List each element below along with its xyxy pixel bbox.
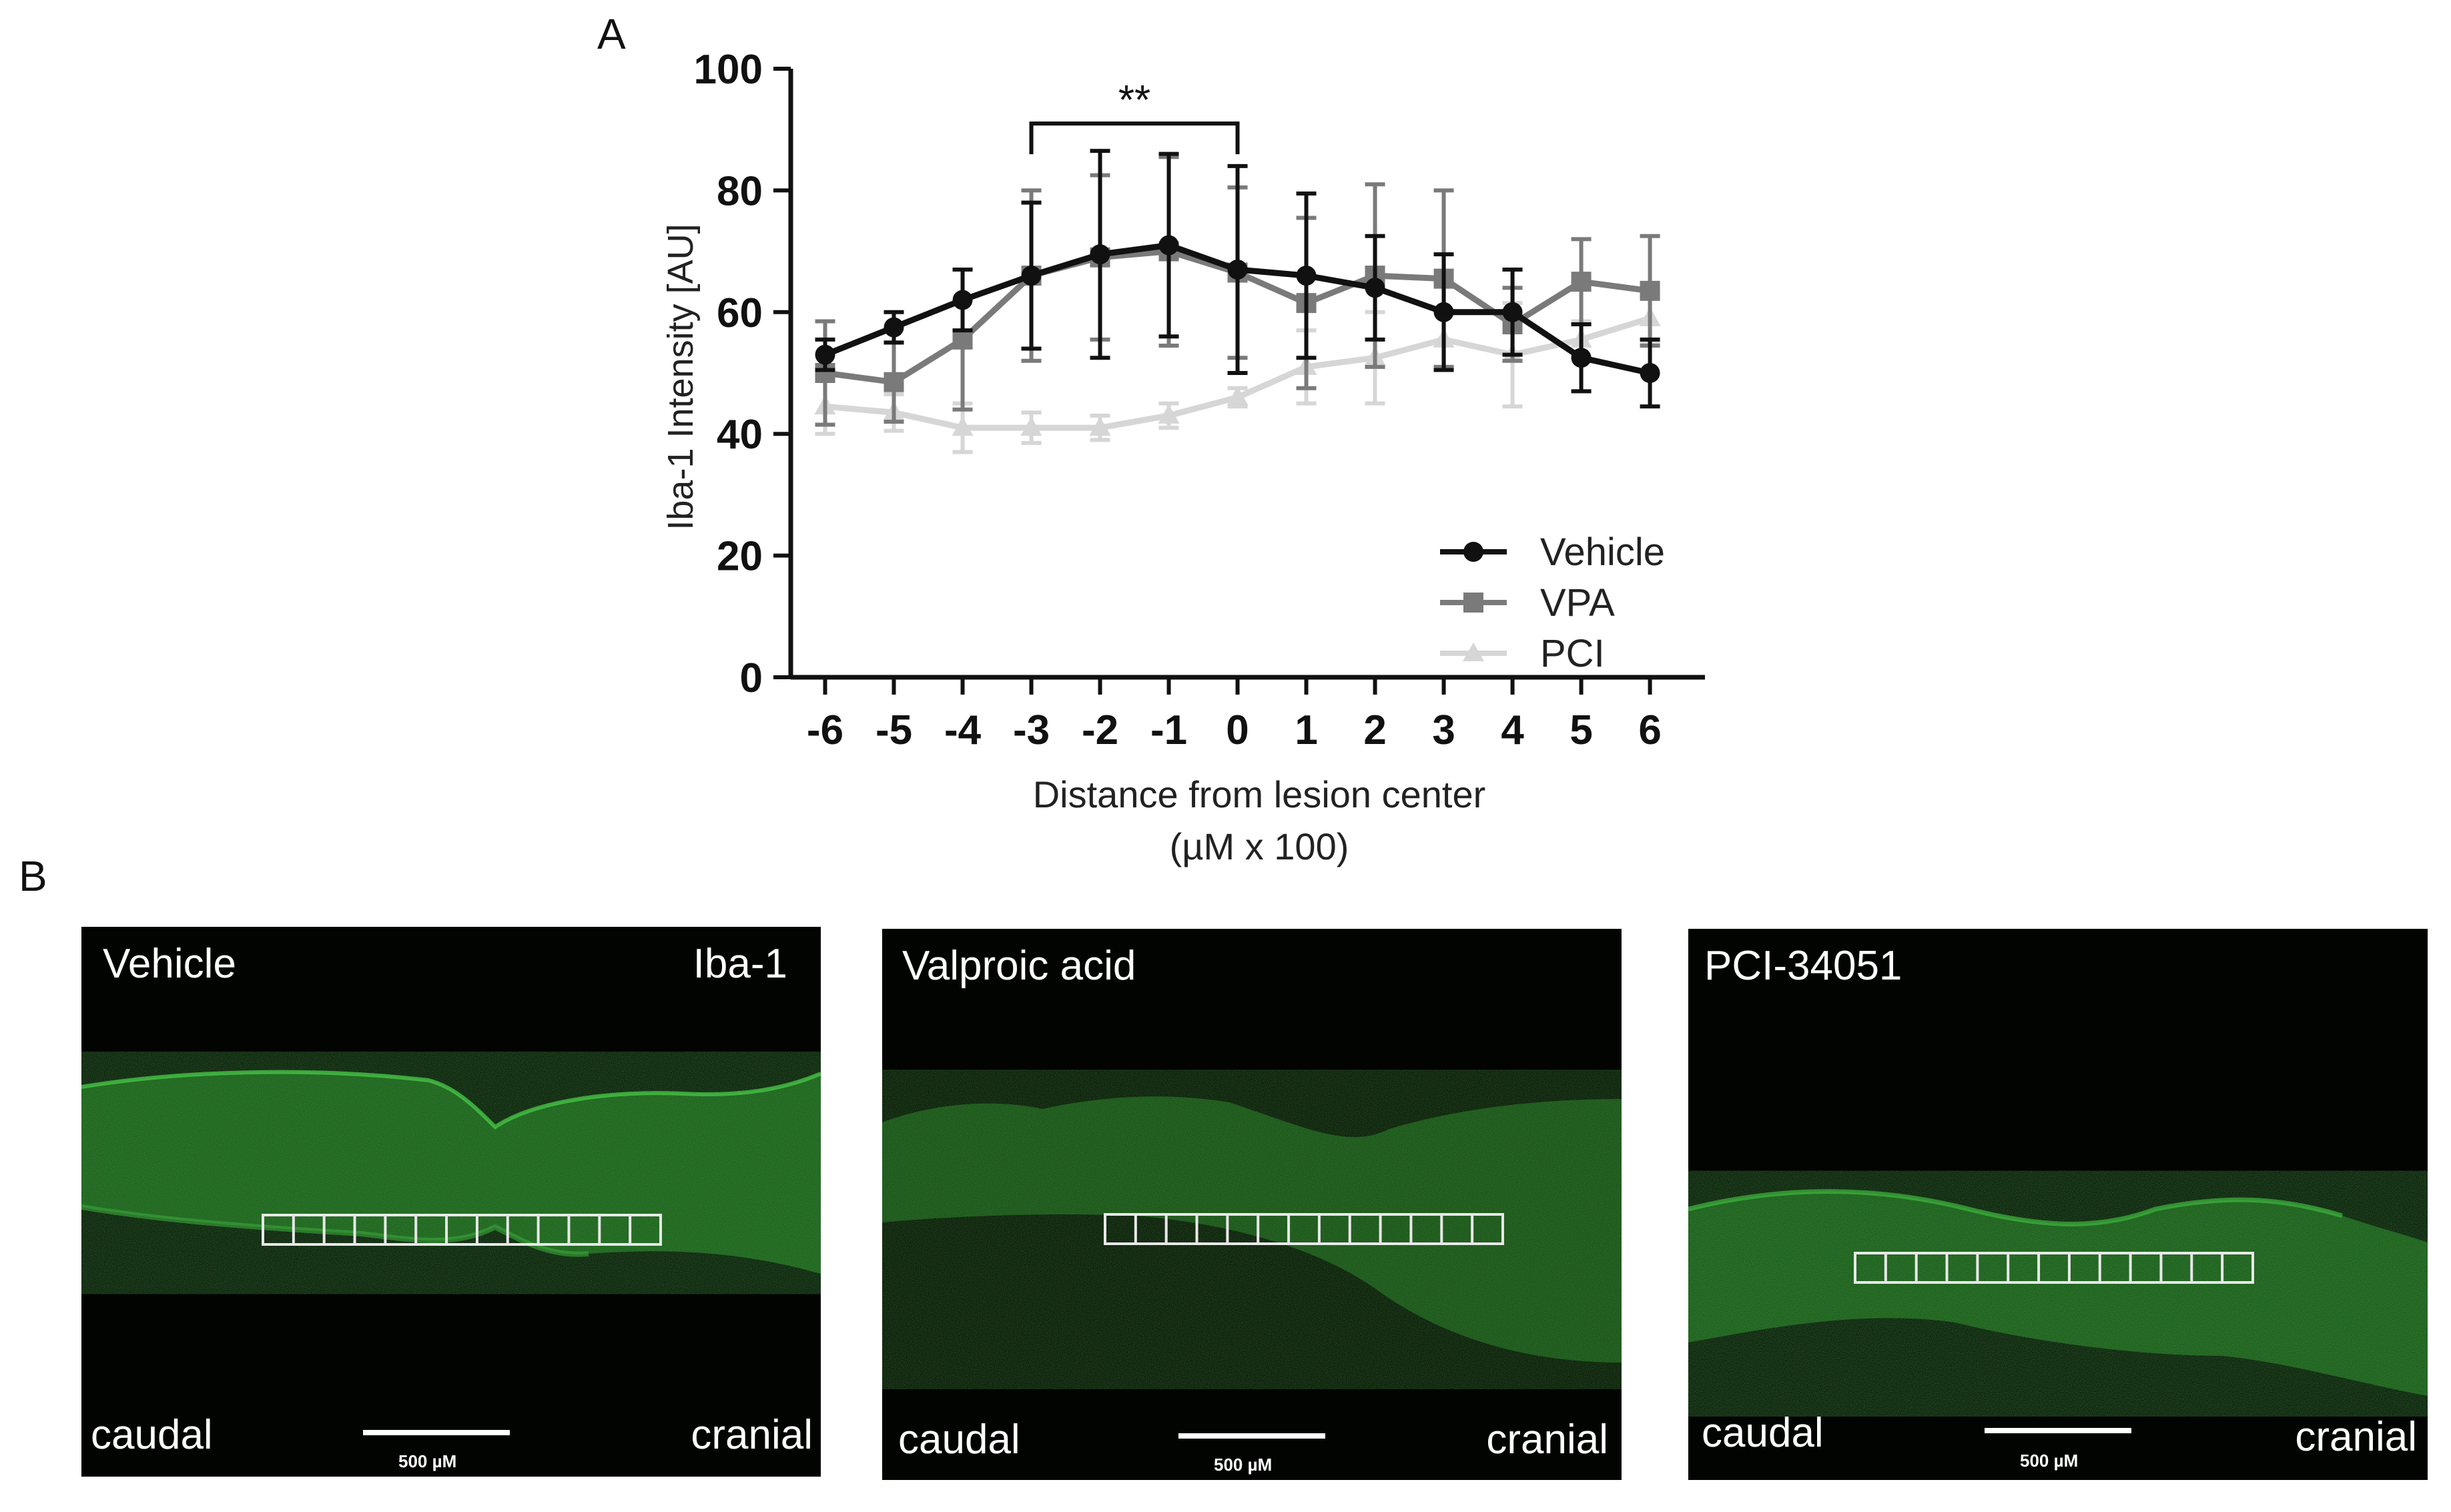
panel-label-b: B bbox=[19, 852, 47, 900]
scale-bar-label: 500 µM bbox=[398, 1451, 457, 1471]
roi-grid bbox=[1854, 1252, 2254, 1284]
significance-bracket bbox=[1029, 121, 1240, 155]
x-tick-label: 6 bbox=[1638, 707, 1661, 753]
data-point bbox=[1640, 280, 1660, 301]
x-tick-label: 3 bbox=[1432, 707, 1455, 753]
data-point bbox=[1433, 302, 1454, 322]
data-point bbox=[1365, 278, 1385, 298]
chart-annotations: ** bbox=[1029, 77, 1240, 155]
y-tick-label: 40 bbox=[717, 412, 763, 458]
data-point bbox=[1502, 302, 1523, 322]
x-tick-label: 2 bbox=[1363, 707, 1386, 753]
x-tick-label: -3 bbox=[1013, 707, 1050, 753]
data-point bbox=[952, 290, 973, 310]
tissue-image-vehicle bbox=[81, 1070, 821, 1274]
x-tick-label: -5 bbox=[876, 707, 912, 753]
caudal-label: caudal bbox=[91, 1412, 213, 1458]
data-point bbox=[1227, 259, 1248, 280]
treatment-label: Vehicle bbox=[103, 941, 236, 987]
x-tick-label: -1 bbox=[1150, 707, 1187, 753]
x-tick-label: 1 bbox=[1295, 707, 1317, 753]
x-tick-label: 0 bbox=[1226, 707, 1249, 753]
caudal-label: caudal bbox=[1702, 1410, 1824, 1456]
roi-outline bbox=[1104, 1213, 1504, 1245]
tissue-image-valproic-acid bbox=[882, 1096, 1622, 1363]
scale-bar bbox=[1178, 1433, 1325, 1439]
scale-bar-label: 500 µM bbox=[2020, 1451, 2079, 1471]
micrograph-pci-34051: PCI-34051 caudal cranial 500 µM bbox=[1688, 929, 2428, 1480]
chart-legend: Vehicle VPA PCI bbox=[1440, 530, 1665, 675]
roi-grid bbox=[1104, 1213, 1504, 1245]
y-axis-label: Iba-1 Intensity [AU] bbox=[661, 224, 701, 530]
caudal-label: caudal bbox=[898, 1417, 1020, 1463]
legend-label: VPA bbox=[1540, 581, 1615, 625]
cranial-label: cranial bbox=[2295, 1414, 2417, 1460]
chart-series bbox=[814, 149, 1661, 454]
y-tick-label: 80 bbox=[717, 168, 763, 214]
data-point bbox=[1296, 266, 1317, 286]
data-point bbox=[1227, 386, 1249, 406]
panel-label-a: A bbox=[597, 10, 626, 58]
data-point bbox=[1158, 235, 1179, 256]
scale-bar-label: 500 µM bbox=[1214, 1455, 1273, 1475]
series-vehicle bbox=[815, 149, 1660, 409]
x-axis-label: Distance from lesion center bbox=[1033, 773, 1486, 815]
x-tick-label: -4 bbox=[944, 707, 982, 753]
data-point bbox=[952, 416, 974, 436]
micrograph-valproic-acid: Valproic acid caudal cranial 500 µM bbox=[882, 929, 1622, 1480]
x-tick-label: 5 bbox=[1569, 707, 1592, 753]
x-tick-label: -2 bbox=[1082, 707, 1118, 753]
data-point bbox=[1640, 363, 1660, 383]
x-axis-label-unit: (µM x 100) bbox=[1170, 825, 1349, 867]
micrograph-vehicle: Vehicle Iba-1 caudal cranial 500 µM bbox=[81, 927, 821, 1477]
data-point bbox=[1158, 404, 1180, 424]
data-point bbox=[1021, 266, 1042, 286]
data-point bbox=[815, 344, 835, 365]
legend-label: Vehicle bbox=[1540, 530, 1665, 574]
x-tick-label: -6 bbox=[807, 707, 843, 753]
treatment-label: PCI-34051 bbox=[1704, 943, 1902, 989]
scale-bar bbox=[363, 1430, 510, 1435]
y-tick-label: 0 bbox=[740, 655, 763, 701]
legend-label: PCI bbox=[1540, 632, 1605, 675]
cranial-label: cranial bbox=[691, 1412, 813, 1458]
legend-marker bbox=[1463, 593, 1483, 613]
legend-marker bbox=[1463, 542, 1483, 562]
marker-label: Iba-1 bbox=[693, 941, 787, 987]
cranial-label: cranial bbox=[1486, 1417, 1608, 1463]
x-tick-label: 4 bbox=[1501, 707, 1524, 753]
data-point bbox=[1090, 244, 1110, 265]
scale-bar bbox=[1985, 1428, 2131, 1433]
treatment-label: Valproic acid bbox=[902, 943, 1136, 989]
data-point bbox=[1089, 416, 1111, 436]
y-tick-label: 100 bbox=[694, 47, 763, 93]
data-point bbox=[884, 317, 904, 338]
data-point bbox=[1571, 348, 1592, 368]
data-point bbox=[1571, 272, 1592, 292]
roi-outline bbox=[1854, 1252, 2254, 1284]
data-point bbox=[952, 329, 973, 350]
legend-marker bbox=[1463, 643, 1484, 661]
data-point bbox=[1020, 416, 1042, 436]
tissue-image-pci-34051 bbox=[1688, 1189, 2428, 1396]
roi-grid bbox=[262, 1214, 662, 1246]
y-tick-label: 20 bbox=[717, 534, 763, 580]
data-point bbox=[884, 372, 904, 392]
y-tick-label: 60 bbox=[717, 290, 763, 336]
roi-outline bbox=[262, 1214, 662, 1246]
significance-label: ** bbox=[1118, 77, 1150, 123]
